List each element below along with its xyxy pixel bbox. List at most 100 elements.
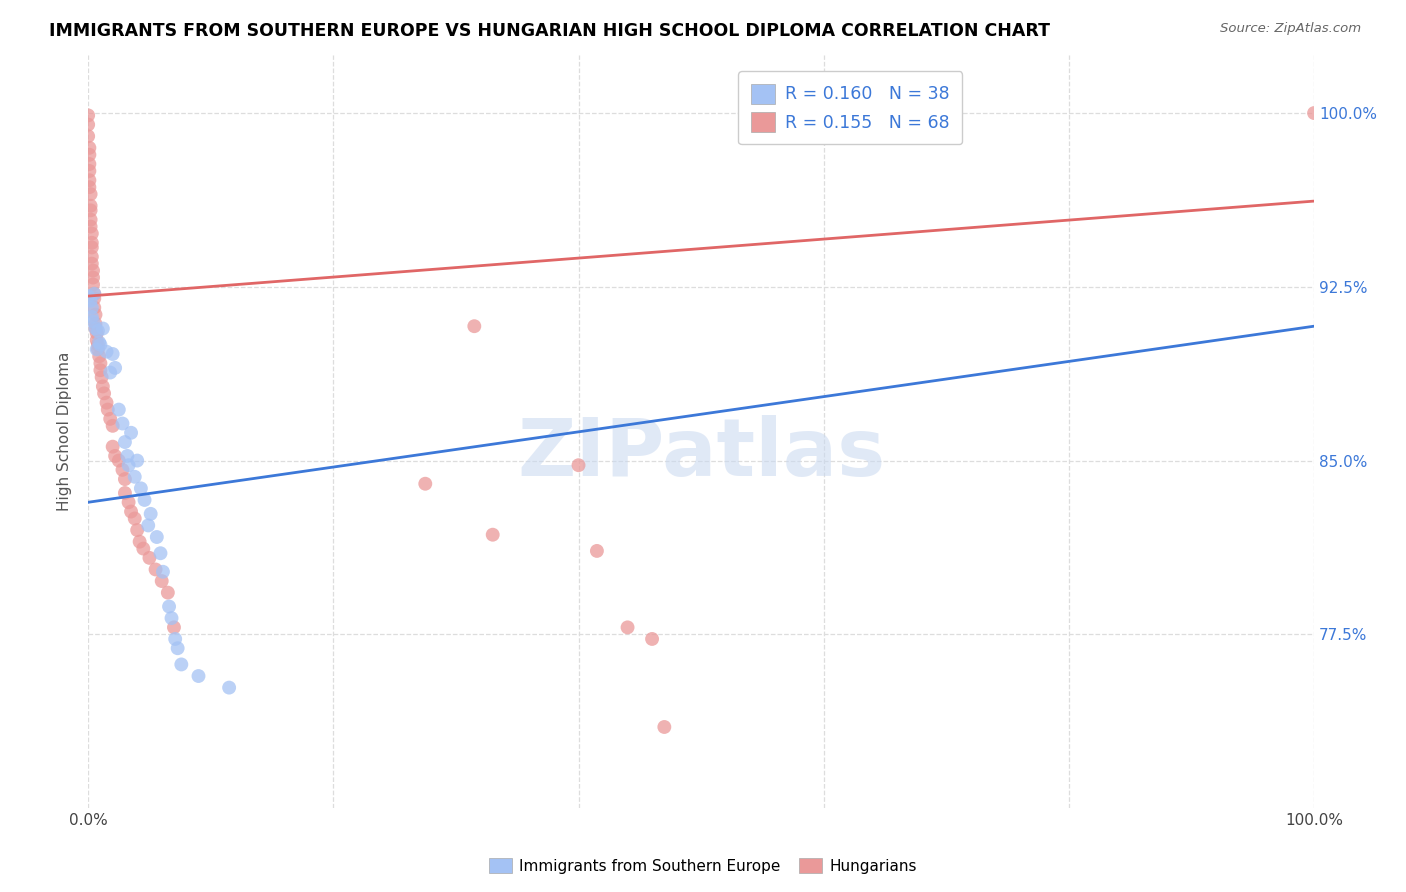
Point xyxy=(218,681,240,695)
Point xyxy=(654,720,676,734)
Point xyxy=(90,370,112,384)
Point xyxy=(101,347,124,361)
Point xyxy=(83,286,105,301)
Point xyxy=(79,173,101,187)
Point xyxy=(481,527,503,541)
Point xyxy=(98,366,121,380)
Point xyxy=(616,620,638,634)
Point xyxy=(84,317,107,331)
Point xyxy=(136,518,159,533)
Point xyxy=(111,463,134,477)
Point xyxy=(89,363,111,377)
Point xyxy=(79,187,101,202)
Text: IMMIGRANTS FROM SOUTHERN EUROPE VS HUNGARIAN HIGH SCHOOL DIPLOMA CORRELATION CHA: IMMIGRANTS FROM SOUTHERN EUROPE VS HUNGA… xyxy=(49,22,1050,40)
Point xyxy=(1303,106,1326,120)
Point xyxy=(82,314,104,328)
Point xyxy=(89,349,111,363)
Point xyxy=(152,565,174,579)
Point xyxy=(120,504,142,518)
Point xyxy=(80,235,103,250)
Point xyxy=(80,301,103,315)
Point xyxy=(117,449,139,463)
Point xyxy=(146,530,169,544)
Point xyxy=(641,632,664,646)
Point xyxy=(114,435,136,450)
Point xyxy=(97,402,120,417)
Point xyxy=(83,292,105,306)
Point xyxy=(160,611,183,625)
Point xyxy=(413,476,436,491)
Point xyxy=(120,425,142,440)
Point xyxy=(149,546,172,560)
Point xyxy=(114,486,136,500)
Point xyxy=(82,277,104,292)
Point xyxy=(79,157,101,171)
Text: Source: ZipAtlas.com: Source: ZipAtlas.com xyxy=(1220,22,1361,36)
Point xyxy=(101,418,124,433)
Point xyxy=(83,301,105,315)
Point xyxy=(114,472,136,486)
Point xyxy=(166,641,188,656)
Point xyxy=(124,511,146,525)
Point xyxy=(82,263,104,277)
Point xyxy=(132,541,155,556)
Point xyxy=(96,344,118,359)
Point xyxy=(98,412,121,426)
Point xyxy=(150,574,173,588)
Point xyxy=(117,458,139,473)
Point xyxy=(79,180,101,194)
Point xyxy=(79,219,101,234)
Point xyxy=(79,147,101,161)
Point xyxy=(80,257,103,271)
Point xyxy=(104,449,127,463)
Point xyxy=(93,386,115,401)
Point xyxy=(84,308,107,322)
Point xyxy=(77,108,100,122)
Point xyxy=(463,319,485,334)
Point xyxy=(86,326,108,340)
Point xyxy=(87,324,110,338)
Point xyxy=(89,335,111,350)
Point xyxy=(79,199,101,213)
Point xyxy=(79,212,101,227)
Point xyxy=(80,227,103,241)
Point xyxy=(80,240,103,254)
Point xyxy=(170,657,193,672)
Point xyxy=(165,632,187,646)
Point xyxy=(163,620,186,634)
Point xyxy=(86,343,108,357)
Point xyxy=(79,164,101,178)
Point xyxy=(124,470,146,484)
Text: ZIPatlas: ZIPatlas xyxy=(517,415,886,493)
Point xyxy=(156,585,179,599)
Point xyxy=(134,492,156,507)
Point xyxy=(129,481,152,495)
Point xyxy=(82,270,104,285)
Point xyxy=(107,453,129,467)
Y-axis label: High School Diploma: High School Diploma xyxy=(58,352,72,511)
Point xyxy=(128,534,150,549)
Point xyxy=(127,523,149,537)
Point xyxy=(91,379,114,393)
Point xyxy=(87,343,110,357)
Point xyxy=(139,507,162,521)
Point xyxy=(187,669,209,683)
Legend: R = 0.160   N = 38, R = 0.155   N = 68: R = 0.160 N = 38, R = 0.155 N = 68 xyxy=(738,71,962,145)
Point xyxy=(104,360,127,375)
Point xyxy=(138,550,160,565)
Point xyxy=(79,141,101,155)
Point xyxy=(89,337,111,351)
Point xyxy=(80,310,103,324)
Point xyxy=(127,453,149,467)
Point xyxy=(107,402,129,417)
Point xyxy=(91,321,114,335)
Point xyxy=(77,129,100,144)
Point xyxy=(77,289,100,303)
Point xyxy=(567,458,589,473)
Point xyxy=(84,321,107,335)
Legend: Immigrants from Southern Europe, Hungarians: Immigrants from Southern Europe, Hungari… xyxy=(482,852,924,880)
Point xyxy=(79,203,101,218)
Point xyxy=(101,440,124,454)
Point xyxy=(86,333,108,347)
Point xyxy=(83,286,105,301)
